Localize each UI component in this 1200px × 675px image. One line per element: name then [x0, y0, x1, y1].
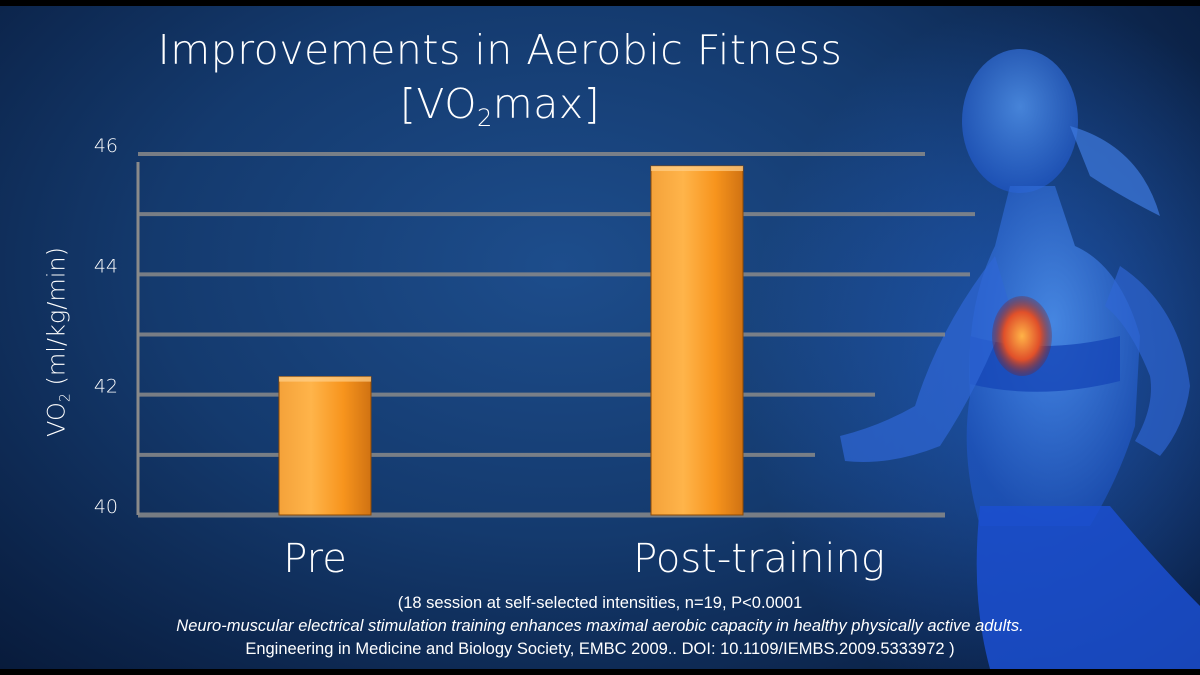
heart-icon [992, 296, 1052, 376]
gridlines [136, 152, 975, 518]
caption-paper-title: Neuro-muscular electrical stimulation tr… [176, 617, 1024, 635]
chart-title-line1: Improvements in Aerobic Fitness [157, 26, 843, 74]
bar-pre [278, 376, 372, 516]
caption-study-details: (18 session at self-selected intensities… [397, 594, 803, 612]
caption-citation: Engineering in Medicine and Biology Soci… [245, 640, 955, 658]
y-tick-label-44: 44 [94, 255, 118, 277]
x-category-label-pre: Pre [283, 536, 347, 582]
bar-post-training [650, 165, 744, 516]
y-tick-label-40: 40 [94, 496, 118, 518]
runner-figure-image [840, 49, 1200, 669]
bar-top-highlight-1 [651, 166, 743, 172]
chart-title-line2: [VO2max] [399, 80, 601, 132]
y-tick-label-46: 46 [94, 135, 118, 157]
bars [278, 165, 744, 516]
y-axis-ticks: 40 42 44 46 [94, 135, 118, 518]
y-axis-label: VO2 (ml/kg/min) [42, 247, 74, 437]
x-category-label-post-training: Post-training [633, 536, 885, 582]
y-tick-label-42: 42 [94, 376, 118, 398]
bar-top-highlight-0 [279, 376, 371, 382]
slide: 40 42 44 46 Improvements in Aerobic Fitness… [0, 6, 1200, 669]
bar-chart: 40 42 44 46 [94, 135, 975, 518]
